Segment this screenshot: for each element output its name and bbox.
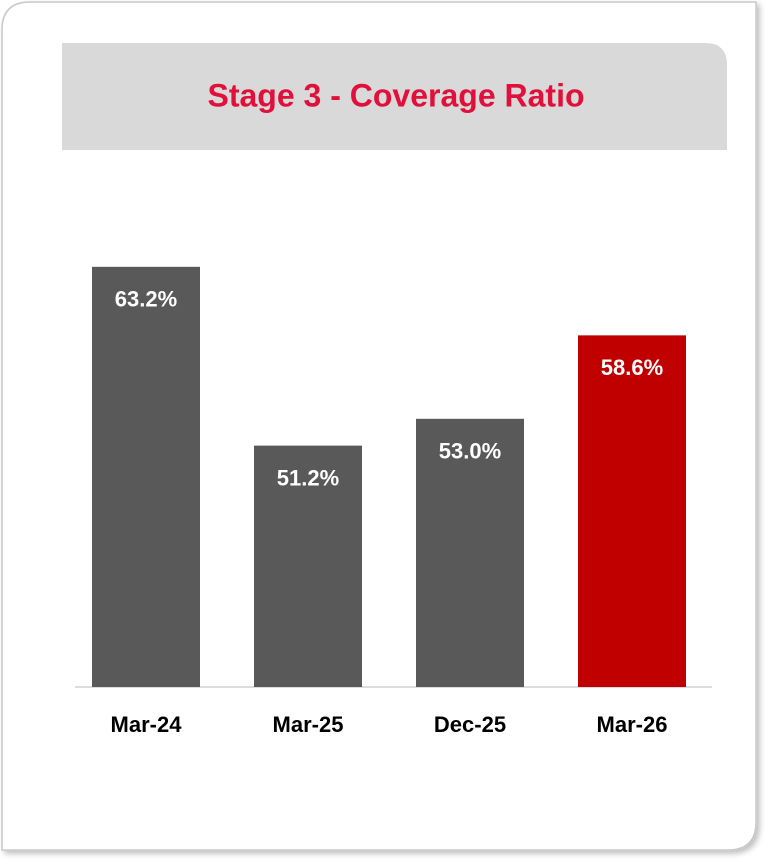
bar (416, 418, 524, 687)
data-label: 63.2% (115, 287, 177, 312)
chart-title: Stage 3 - Coverage Ratio (208, 77, 585, 113)
bar (254, 445, 362, 687)
x-tick-label: Mar-24 (111, 712, 183, 737)
data-label: 51.2% (277, 465, 339, 490)
x-tick-label: Dec-25 (434, 712, 506, 737)
x-tick-label: Mar-26 (597, 712, 668, 737)
data-label: 53.0% (439, 439, 501, 464)
bar (92, 266, 200, 687)
header-box (62, 43, 727, 150)
x-tick-label: Mar-25 (273, 712, 344, 737)
data-label: 58.6% (601, 355, 663, 380)
bar (578, 335, 686, 687)
